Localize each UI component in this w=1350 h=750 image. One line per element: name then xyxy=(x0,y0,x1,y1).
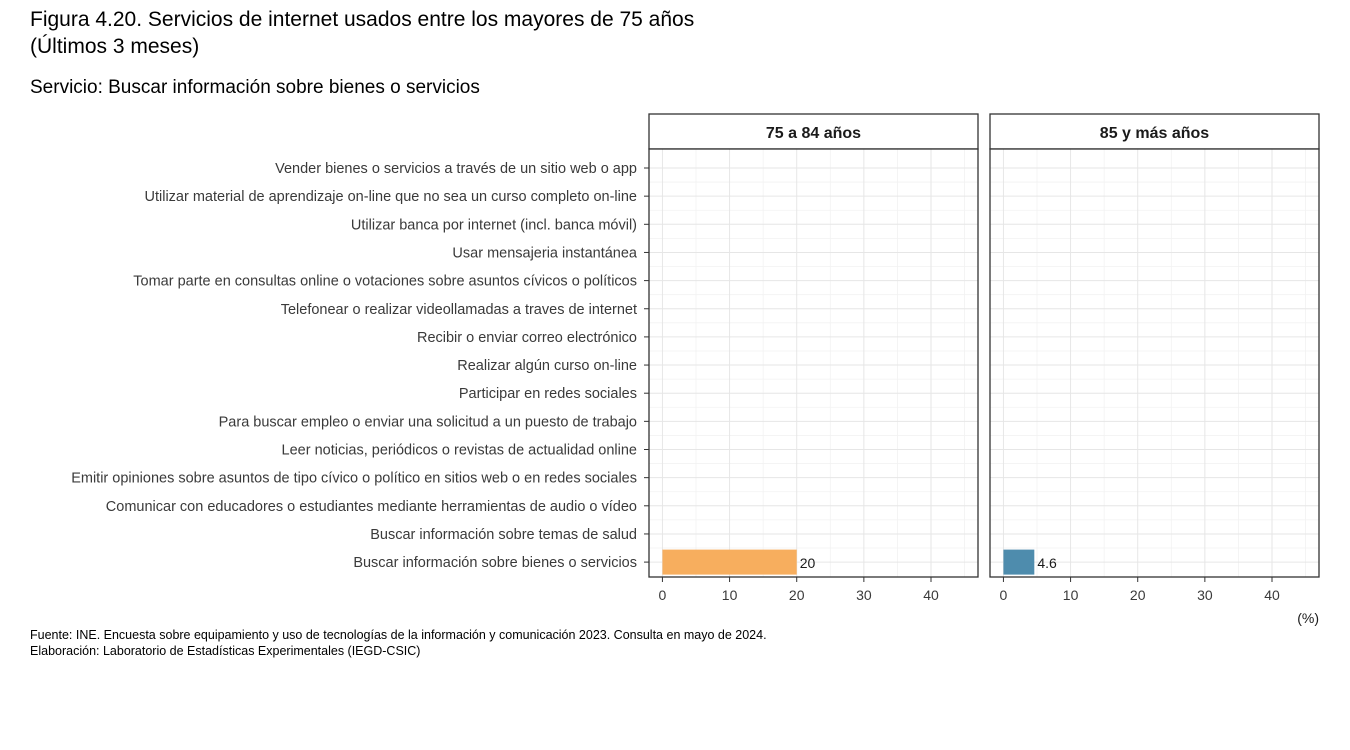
category-label: Tomar parte en consultas online o votaci… xyxy=(133,274,637,290)
x-tick-label: 40 xyxy=(923,587,939,603)
value-label: 4.6 xyxy=(1037,555,1057,571)
panel-title: 75 a 84 años xyxy=(766,125,861,142)
panel-background xyxy=(990,149,1319,577)
panel-strip xyxy=(648,113,979,150)
category-label: Comunicar con educadores o estudiantes m… xyxy=(106,499,637,515)
x-tick-label: 30 xyxy=(856,587,872,603)
chart-subtitle: Servicio: Buscar información sobre biene… xyxy=(30,77,480,98)
x-tick-label: 0 xyxy=(1000,587,1008,603)
source-note: Fuente: INE. Encuesta sobre equipamiento… xyxy=(30,628,767,642)
bar xyxy=(662,549,797,575)
chart-caption: Fuente: INE. Encuesta sobre equipamiento… xyxy=(30,627,767,659)
category-label: Emitir opiniones sobre asuntos de tipo c… xyxy=(71,471,637,487)
x-tick-label: 10 xyxy=(1063,587,1079,603)
category-label: Para buscar empleo o enviar una solicitu… xyxy=(219,414,637,430)
category-label: Realizar algún curso on-line xyxy=(457,358,637,374)
x-tick-label: 20 xyxy=(789,587,805,603)
panel-title: 85 y más años xyxy=(1100,125,1210,142)
chart-title: Figura 4.20. Servicios de internet usado… xyxy=(30,6,694,60)
category-label: Buscar información sobre temas de salud xyxy=(370,527,637,543)
category-label: Buscar información sobre bienes o servic… xyxy=(353,555,637,571)
credit-note: Elaboración: Laboratorio de Estadísticas… xyxy=(30,644,421,658)
category-label: Telefonear o realizar videollamadas a tr… xyxy=(281,302,637,318)
panel-border xyxy=(648,148,979,578)
x-tick-label: 30 xyxy=(1197,587,1213,603)
x-tick-label: 20 xyxy=(1130,587,1146,603)
chart-title-line-1: Figura 4.20. Servicios de internet usado… xyxy=(30,8,695,31)
x-tick-label: 40 xyxy=(1264,587,1280,603)
category-label: Leer noticias, periódicos o revistas de … xyxy=(282,443,637,459)
category-label: Usar mensajeria instantánea xyxy=(452,245,638,261)
category-label: Utilizar material de aprendizaje on-line… xyxy=(145,189,637,205)
value-label: 20 xyxy=(800,555,816,571)
chart-title-line-2: (Últimos 3 meses) xyxy=(30,35,200,58)
category-label: Vender bienes o servicios a través de un… xyxy=(275,161,637,177)
x-tick-label: 0 xyxy=(659,587,667,603)
x-axis-label: (%) xyxy=(1297,610,1319,626)
panel-border xyxy=(989,148,1320,578)
bar xyxy=(1003,549,1035,575)
category-label: Recibir o enviar correo electrónico xyxy=(417,330,637,346)
panel-background xyxy=(649,149,978,577)
x-tick-label: 10 xyxy=(722,587,738,603)
category-label: Utilizar banca por internet (incl. banca… xyxy=(351,217,637,233)
category-label: Participar en redes sociales xyxy=(459,386,637,402)
